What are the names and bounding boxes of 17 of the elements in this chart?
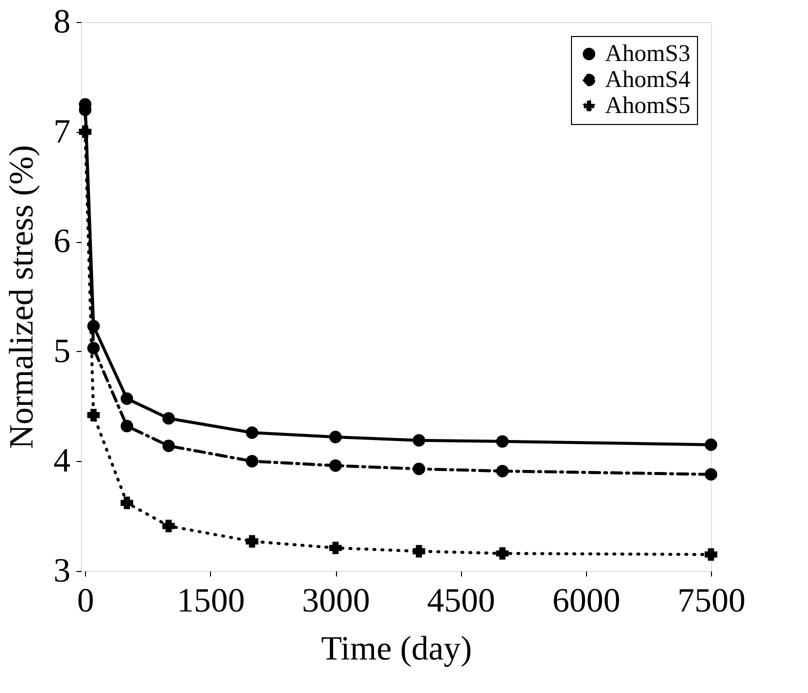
x-tick-label: 7500 xyxy=(678,582,746,620)
y-tick-label: 8 xyxy=(54,4,70,40)
legend-label: AhomS3 xyxy=(605,41,690,67)
y-tick-label: 5 xyxy=(54,332,70,370)
y-tick-label: 4 xyxy=(54,442,70,480)
x-axis-title: Time (day) xyxy=(321,630,472,668)
y-axis-title: Normalized stress (%) xyxy=(4,144,40,450)
x-tick-label: 3000 xyxy=(302,582,370,620)
y-tick-label: 3 xyxy=(54,552,70,590)
legend-label: AhomS5 xyxy=(605,93,690,119)
x-tick-label: 1500 xyxy=(176,582,245,620)
x-tick-label: 0 xyxy=(77,582,94,620)
y-tick-label: 6 xyxy=(54,223,70,260)
y-tick-label: 7 xyxy=(54,113,70,150)
legend-label: AhomS4 xyxy=(605,67,690,93)
x-tick-label: 6000 xyxy=(552,582,620,620)
x-tick-label: 4500 xyxy=(427,582,496,620)
